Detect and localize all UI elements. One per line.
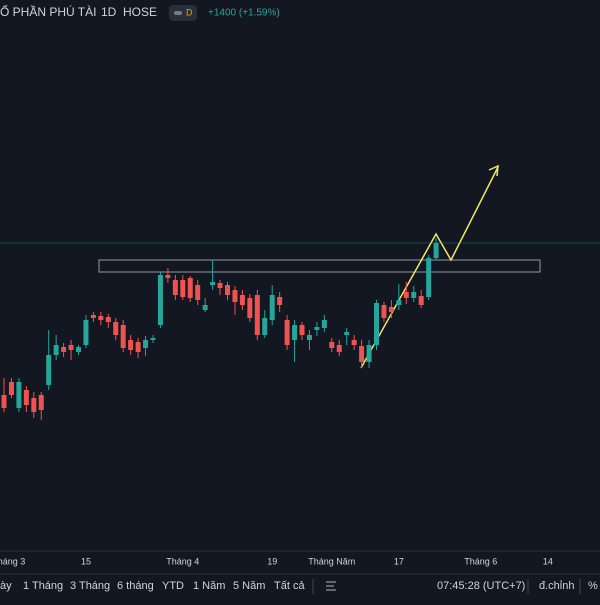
candle-body (411, 292, 417, 298)
candle-body (284, 320, 290, 345)
range-button[interactable]: 6 tháng (117, 580, 154, 592)
x-tick-label: Tháng Năm (308, 556, 355, 566)
candle-body (306, 335, 312, 340)
x-tick-label: Tháng 4 (166, 556, 199, 566)
candle-body (157, 275, 163, 325)
candle-body (433, 243, 439, 258)
candle-body (381, 305, 387, 318)
candle-body (426, 258, 432, 297)
x-tick-label: háng 3 (0, 556, 25, 566)
candle-body (120, 325, 126, 348)
candle-body (83, 320, 89, 345)
price-change: +1400 (+1.59%) (208, 8, 280, 19)
x-tick-label: 19 (267, 556, 277, 566)
candle-body (143, 340, 149, 348)
candle-body (336, 345, 342, 352)
range-button[interactable]: Tất cả (274, 580, 305, 592)
candle-body (366, 345, 372, 362)
x-tick-label: Tháng 6 (464, 556, 497, 566)
arrow-head (488, 164, 499, 177)
candle-body (388, 307, 394, 312)
candle-body (128, 340, 134, 350)
symbol-title: Ổ PHẦN PHÚ TÀI (0, 4, 96, 19)
badge-box (169, 5, 197, 21)
range-button[interactable]: YTD (162, 580, 184, 592)
candle-body (314, 327, 320, 330)
x-tick-label: 14 (543, 556, 553, 566)
range-button[interactable]: 3 Tháng (70, 580, 110, 592)
candle-body (16, 382, 22, 408)
range-button[interactable]: 5 Năm (233, 580, 265, 592)
range-button[interactable]: 1 Năm (193, 580, 225, 592)
badge: D (186, 7, 193, 17)
candle-body (269, 295, 275, 320)
candle-body (225, 285, 230, 295)
candle-body (8, 382, 14, 395)
candle-body (232, 290, 238, 302)
candle-body (344, 332, 350, 335)
candle-body (98, 316, 104, 320)
badge-toggle (174, 11, 182, 15)
candle-body (321, 320, 327, 328)
candle-body (239, 295, 245, 305)
candle-body (210, 282, 216, 285)
candle-body (31, 398, 37, 412)
candle-body (53, 345, 59, 355)
candle-body (396, 300, 402, 305)
exchange: HOSE (123, 5, 157, 19)
candle-body (113, 322, 119, 335)
interval[interactable]: 1D (101, 5, 117, 19)
candle-body (202, 305, 208, 310)
candle-body (217, 283, 223, 288)
clock: 07:45:28 (UTC+7) (437, 580, 525, 592)
candle-body (403, 292, 409, 298)
candle-body (68, 345, 74, 350)
candle-body (418, 296, 424, 305)
candle-body (299, 325, 305, 335)
candle-body (359, 346, 365, 362)
candle-body (172, 280, 178, 295)
candle-body (61, 347, 67, 352)
candle-body (76, 347, 81, 352)
candle-body (351, 340, 357, 345)
candle-body (247, 298, 253, 318)
candle-body (329, 342, 335, 348)
date-range-icon[interactable] (326, 581, 336, 591)
candle-body (254, 295, 260, 335)
candle-body (23, 390, 29, 405)
range-box (98, 259, 541, 273)
candle-body (195, 285, 201, 300)
candle-body (187, 278, 193, 298)
candle-body (180, 280, 186, 297)
candle-body (374, 303, 379, 345)
candle-body (165, 275, 171, 278)
range-button[interactable]: 1 Tháng (23, 580, 63, 592)
adjust-toggle[interactable]: đ.chỉnh (539, 580, 574, 592)
range-button[interactable]: ày (0, 580, 12, 592)
x-tick-label: 17 (394, 556, 404, 566)
candle-body (277, 297, 283, 305)
percent-toggle[interactable]: % (588, 580, 598, 592)
candle-body (262, 318, 268, 335)
x-tick-label: 15 (81, 556, 91, 566)
candle-body (135, 342, 141, 352)
candle-body (292, 325, 298, 340)
candle-body (105, 317, 111, 322)
candle-body (38, 395, 44, 410)
candle-body (1, 395, 7, 408)
candle-body (46, 355, 52, 385)
icon-lines (326, 581, 336, 591)
candle-body (90, 315, 96, 318)
candle-body (150, 338, 156, 340)
